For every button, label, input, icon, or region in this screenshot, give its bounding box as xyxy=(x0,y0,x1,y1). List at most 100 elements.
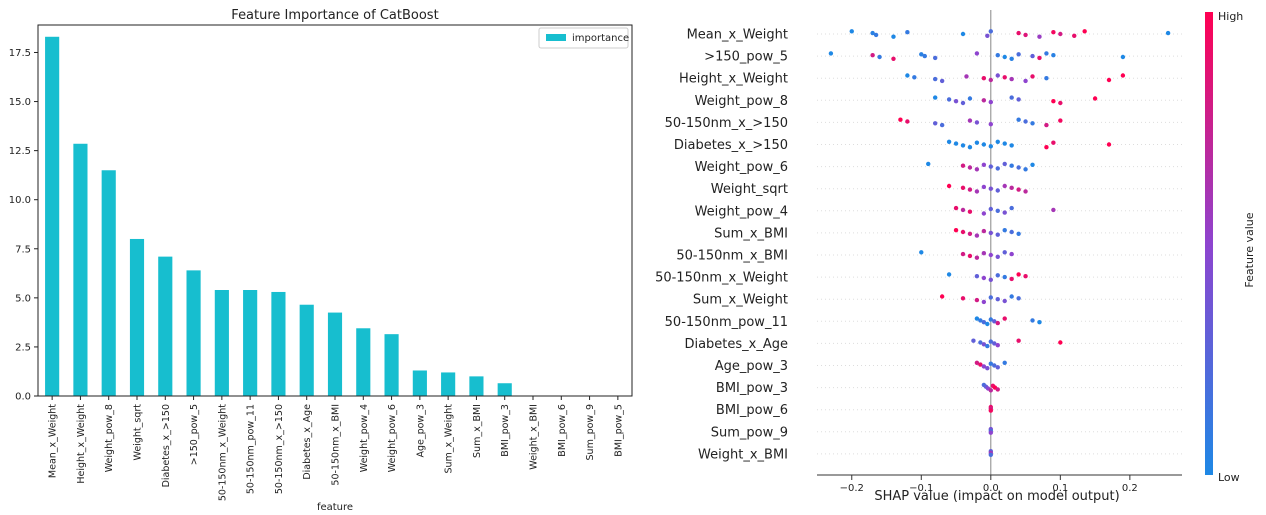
shap-point xyxy=(967,118,973,123)
shap-point xyxy=(1009,163,1014,168)
x-tick-label: Diabetes_x_>150 xyxy=(161,404,172,487)
feature-importance-chart: Feature Importance of CatBoost 0.0 2.5 5.0… xyxy=(9,8,633,513)
shap-point xyxy=(974,316,980,321)
shap-point xyxy=(1058,118,1063,123)
bar xyxy=(384,334,399,396)
shap-point xyxy=(1023,119,1028,124)
shap-point xyxy=(981,76,987,81)
x-tick-label: Height_x_Weight xyxy=(76,404,87,484)
shap-point xyxy=(992,319,997,324)
x-tick-label: Sum_x_Weight xyxy=(444,404,455,474)
shap-point xyxy=(981,275,987,281)
feature-label: BMI_pow_6 xyxy=(716,403,788,418)
shap-point xyxy=(981,228,987,234)
shap-point xyxy=(988,122,994,127)
x-axis-ticks: −0.2 −0.1 0.0 0.1 0.2 xyxy=(840,475,1138,494)
shap-point xyxy=(1051,53,1056,58)
y-tick-label: 17.5 xyxy=(9,48,31,59)
shap-point xyxy=(1009,205,1014,211)
feature-label: BMI_pow_3 xyxy=(716,381,788,396)
bar xyxy=(441,372,456,396)
shap-point xyxy=(1009,294,1014,299)
shap-point xyxy=(985,366,990,371)
shap-point xyxy=(960,100,966,106)
shap-point xyxy=(988,408,994,413)
colorbar-title: Feature value xyxy=(1243,212,1256,287)
x-tick-label: Weight_x_BMI xyxy=(529,404,540,470)
shap-point xyxy=(981,211,987,216)
x-axis-label: SHAP value (impact on model output) xyxy=(874,489,1119,504)
shap-point xyxy=(1023,274,1028,279)
shap-point xyxy=(1016,187,1021,192)
shap-point xyxy=(981,342,987,347)
bar xyxy=(186,270,201,396)
x-tick-label: 0.2 xyxy=(1122,483,1138,494)
shap-point xyxy=(981,184,987,190)
x-tick-label: 50-150nm_x_Weight xyxy=(217,404,228,501)
shap-point xyxy=(870,30,875,36)
bar xyxy=(158,256,173,396)
shap-point xyxy=(974,360,980,365)
shap-point xyxy=(988,430,994,435)
shap-points xyxy=(828,29,1171,457)
shap-point xyxy=(995,387,1000,392)
row-grid xyxy=(817,33,1182,455)
feature-label: Weight_sqrt xyxy=(711,182,788,197)
shap-point xyxy=(960,251,966,257)
bar xyxy=(497,383,512,396)
shap-point xyxy=(1030,318,1035,323)
bar xyxy=(299,304,314,396)
shap-point xyxy=(849,29,854,34)
shap-point xyxy=(1030,121,1035,126)
shap-point xyxy=(981,364,987,369)
shap-point xyxy=(974,120,980,125)
y-tick-label: 2.5 xyxy=(15,342,31,353)
shap-point xyxy=(995,166,1000,171)
y-tick-label: 0.0 xyxy=(15,392,31,403)
legend-label: importance xyxy=(572,33,629,44)
shap-point xyxy=(1120,54,1126,60)
shap-point xyxy=(1016,165,1021,170)
y-tick-label: 15.0 xyxy=(9,97,31,108)
plot-frame xyxy=(37,24,633,397)
shap-point xyxy=(1044,76,1049,81)
x-axis-ticks: Mean_x_Weight Height_x_Weight Weight_pow_8… xyxy=(48,396,624,501)
shap-point xyxy=(1002,250,1007,255)
shap-point xyxy=(995,365,1000,370)
shap-point xyxy=(873,32,879,38)
bar xyxy=(412,370,427,396)
shap-point xyxy=(981,299,987,305)
shap-summary-chart: Mean_x_Weight >150_pow_5 Height_x_Weight We… xyxy=(655,10,1256,504)
shap-point xyxy=(995,343,1000,348)
bars xyxy=(45,36,512,397)
shap-point xyxy=(939,122,945,128)
shap-point xyxy=(939,78,945,84)
shap-point xyxy=(953,228,959,233)
shap-point xyxy=(988,317,994,322)
legend-frame xyxy=(538,27,629,49)
shap-point xyxy=(1037,55,1042,61)
shap-point xyxy=(932,55,938,61)
shap-point xyxy=(967,231,973,236)
shap-point xyxy=(1016,117,1021,122)
feature-label: >150_pow_5 xyxy=(704,50,788,65)
x-tick-label: Age_pow_3 xyxy=(415,404,426,458)
shap-point xyxy=(1106,77,1112,83)
shap-point xyxy=(985,343,990,349)
shap-point xyxy=(1058,340,1063,345)
shap-point xyxy=(964,74,969,79)
shap-point xyxy=(1051,207,1056,213)
feature-label: Weight_pow_6 xyxy=(695,160,788,175)
shap-point xyxy=(988,230,994,236)
bar xyxy=(327,312,343,396)
shap-point xyxy=(974,255,980,260)
shap-point xyxy=(967,209,973,214)
shap-point xyxy=(974,233,980,238)
shap-point xyxy=(988,361,994,366)
feature-label: 50-150nm_pow_11 xyxy=(665,315,788,330)
x-tick-label: BMI_pow_5 xyxy=(613,404,624,457)
x-tick-label: Weight_pow_8 xyxy=(104,404,115,472)
shap-point xyxy=(905,119,910,124)
shap-point xyxy=(1016,338,1021,343)
x-tick-label: Weight_pow_4 xyxy=(359,404,370,472)
